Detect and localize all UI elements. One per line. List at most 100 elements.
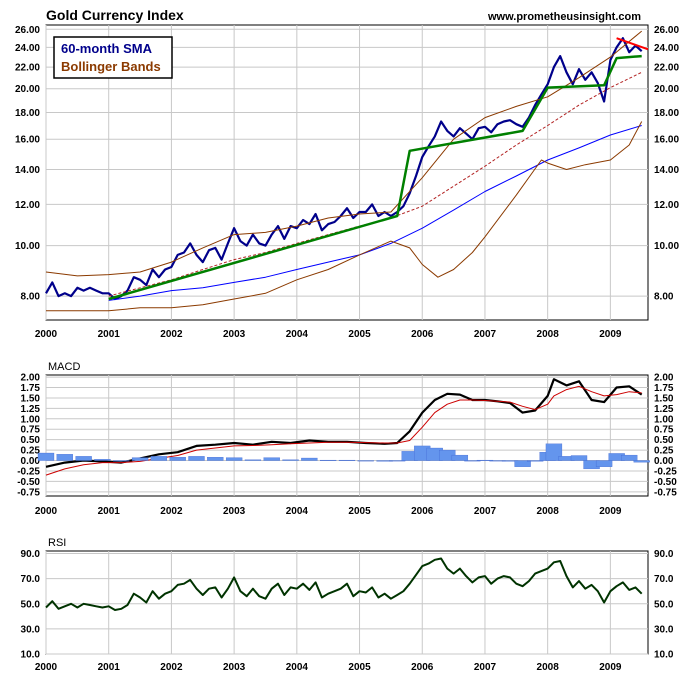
histogram-bar bbox=[150, 456, 168, 461]
y-tick-label-right: 16.00 bbox=[654, 135, 679, 146]
series-line-macd bbox=[45, 378, 643, 468]
y-tick-label-right: 2.00 bbox=[654, 373, 674, 384]
y-tick-label-right: -0.75 bbox=[654, 487, 677, 498]
x-tick-label: 2002 bbox=[160, 506, 183, 517]
x-tick-label: 2001 bbox=[98, 662, 121, 673]
y-tick-label-left: 12.00 bbox=[15, 200, 40, 211]
y-tick-label-left: 30.0 bbox=[21, 624, 41, 635]
panel-3: 90.0 90.0 70.0 70.0 50.0 50.0 30.0 30.0 10.0 10.0… bbox=[21, 537, 674, 673]
y-tick-label-left: 0.50 bbox=[21, 435, 41, 446]
histogram-bar bbox=[514, 460, 531, 467]
chart-panels: 8.00 8.00 10.00 10.00 12.00 12.00 14.00 14.00 16… bbox=[15, 24, 679, 673]
y-tick-label-left: 8.00 bbox=[21, 292, 41, 303]
x-tick-label: 2008 bbox=[537, 662, 560, 673]
x-tick-label: 2004 bbox=[286, 662, 309, 673]
histogram-bar bbox=[75, 456, 92, 461]
website-label: www.prometheusinsight.com bbox=[487, 11, 641, 23]
histogram-bar bbox=[545, 443, 563, 461]
x-tick-label: 2002 bbox=[160, 329, 183, 340]
y-tick-label-right: 0.00 bbox=[654, 456, 674, 467]
y-tick-label-left: 0.00 bbox=[21, 456, 41, 467]
y-tick-label-right: 90.0 bbox=[654, 549, 674, 560]
y-tick-label-right: -0.25 bbox=[654, 466, 677, 477]
y-tick-label-right: 1.00 bbox=[654, 414, 674, 425]
plot-frame bbox=[45, 550, 649, 655]
x-tick-label: 2006 bbox=[411, 329, 434, 340]
y-tick-label-left: 18.00 bbox=[15, 108, 40, 119]
x-tick-label: 2002 bbox=[160, 662, 183, 673]
histogram-bar bbox=[169, 457, 186, 461]
x-tick-label: 2009 bbox=[599, 329, 622, 340]
legend-entry: Bollinger Bands bbox=[61, 59, 161, 74]
x-tick-label: 2000 bbox=[35, 506, 58, 517]
y-tick-label-right: 18.00 bbox=[654, 108, 679, 119]
histogram-bar bbox=[451, 454, 469, 461]
histogram-bar bbox=[338, 459, 356, 461]
y-tick-label-right: 24.00 bbox=[654, 43, 679, 54]
y-tick-label-left: -0.25 bbox=[17, 466, 40, 477]
y-tick-label-left: 14.00 bbox=[15, 165, 40, 176]
y-tick-label-right: 1.25 bbox=[654, 404, 674, 415]
x-tick-label: 2004 bbox=[286, 506, 309, 517]
y-tick-label-left: 50.0 bbox=[21, 599, 41, 610]
y-tick-label-right: 70.0 bbox=[654, 574, 674, 585]
y-tick-label-right: 12.00 bbox=[654, 200, 679, 211]
series-line-downtrend bbox=[616, 37, 649, 51]
series-line-signal bbox=[45, 385, 642, 476]
x-tick-label: 2006 bbox=[411, 662, 434, 673]
y-tick-label-right: 0.25 bbox=[654, 446, 674, 457]
histogram-bar bbox=[56, 454, 73, 461]
histogram-bar bbox=[301, 457, 318, 461]
panel-title: MACD bbox=[48, 361, 80, 373]
x-tick-label: 2001 bbox=[98, 506, 121, 517]
x-tick-label: 2009 bbox=[599, 506, 622, 517]
y-tick-label-right: 10.00 bbox=[654, 241, 679, 252]
y-tick-label-left: 70.0 bbox=[21, 574, 41, 585]
x-tick-label: 2009 bbox=[599, 662, 622, 673]
legend-box bbox=[53, 36, 173, 79]
histogram-bar bbox=[595, 460, 613, 467]
histogram-bar bbox=[282, 459, 299, 461]
histogram-bar bbox=[320, 459, 337, 461]
histogram-bar bbox=[357, 460, 374, 462]
panel-title: RSI bbox=[48, 537, 66, 549]
x-tick-label: 2006 bbox=[411, 506, 434, 517]
x-tick-label: 2003 bbox=[223, 506, 246, 517]
y-tick-label-left: -0.75 bbox=[17, 487, 40, 498]
series-line-bollinger-lower bbox=[46, 121, 643, 312]
histogram-bar bbox=[225, 457, 243, 461]
y-tick-label-left: 10.00 bbox=[15, 241, 40, 252]
y-tick-label-left: 0.25 bbox=[21, 446, 41, 457]
x-tick-label: 2000 bbox=[35, 662, 58, 673]
y-tick-label-left: 22.00 bbox=[15, 63, 40, 74]
series-line-trendline bbox=[108, 54, 642, 301]
histogram-bar bbox=[633, 460, 650, 463]
chart-title: Gold Currency Index bbox=[46, 7, 184, 23]
histogram-bar bbox=[113, 460, 130, 462]
plot-frame bbox=[45, 374, 649, 497]
series-line-sma bbox=[108, 125, 642, 301]
histogram-bar bbox=[37, 452, 55, 461]
y-tick-label-left: 0.75 bbox=[21, 425, 41, 436]
y-tick-label-right: 8.00 bbox=[654, 292, 674, 303]
histogram-bar bbox=[389, 460, 406, 462]
y-tick-label-left: 16.00 bbox=[15, 135, 40, 146]
y-tick-label-right: 26.00 bbox=[654, 25, 679, 36]
histogram-bar bbox=[207, 457, 224, 461]
y-tick-label-left: 10.0 bbox=[21, 650, 41, 661]
y-tick-label-right: 1.50 bbox=[654, 393, 674, 404]
y-tick-label-left: 24.00 bbox=[15, 43, 40, 54]
y-tick-label-left: 1.50 bbox=[21, 393, 41, 404]
x-tick-label: 2008 bbox=[537, 506, 560, 517]
histogram-bar bbox=[263, 457, 280, 461]
y-tick-label-left: 1.00 bbox=[21, 414, 41, 425]
x-tick-label: 2008 bbox=[537, 329, 560, 340]
y-tick-label-left: 2.00 bbox=[21, 373, 41, 384]
legend: 60-month SMA Bollinger Bands bbox=[53, 36, 173, 79]
y-tick-label-left: 1.75 bbox=[21, 383, 41, 394]
series-line-rsi bbox=[45, 557, 643, 611]
x-tick-label: 2007 bbox=[474, 329, 497, 340]
histogram-bar bbox=[526, 460, 544, 462]
panel-2: 2.00 2.001.75 1.751.50 1.501.25 1.251.00 1.00… bbox=[17, 361, 677, 517]
